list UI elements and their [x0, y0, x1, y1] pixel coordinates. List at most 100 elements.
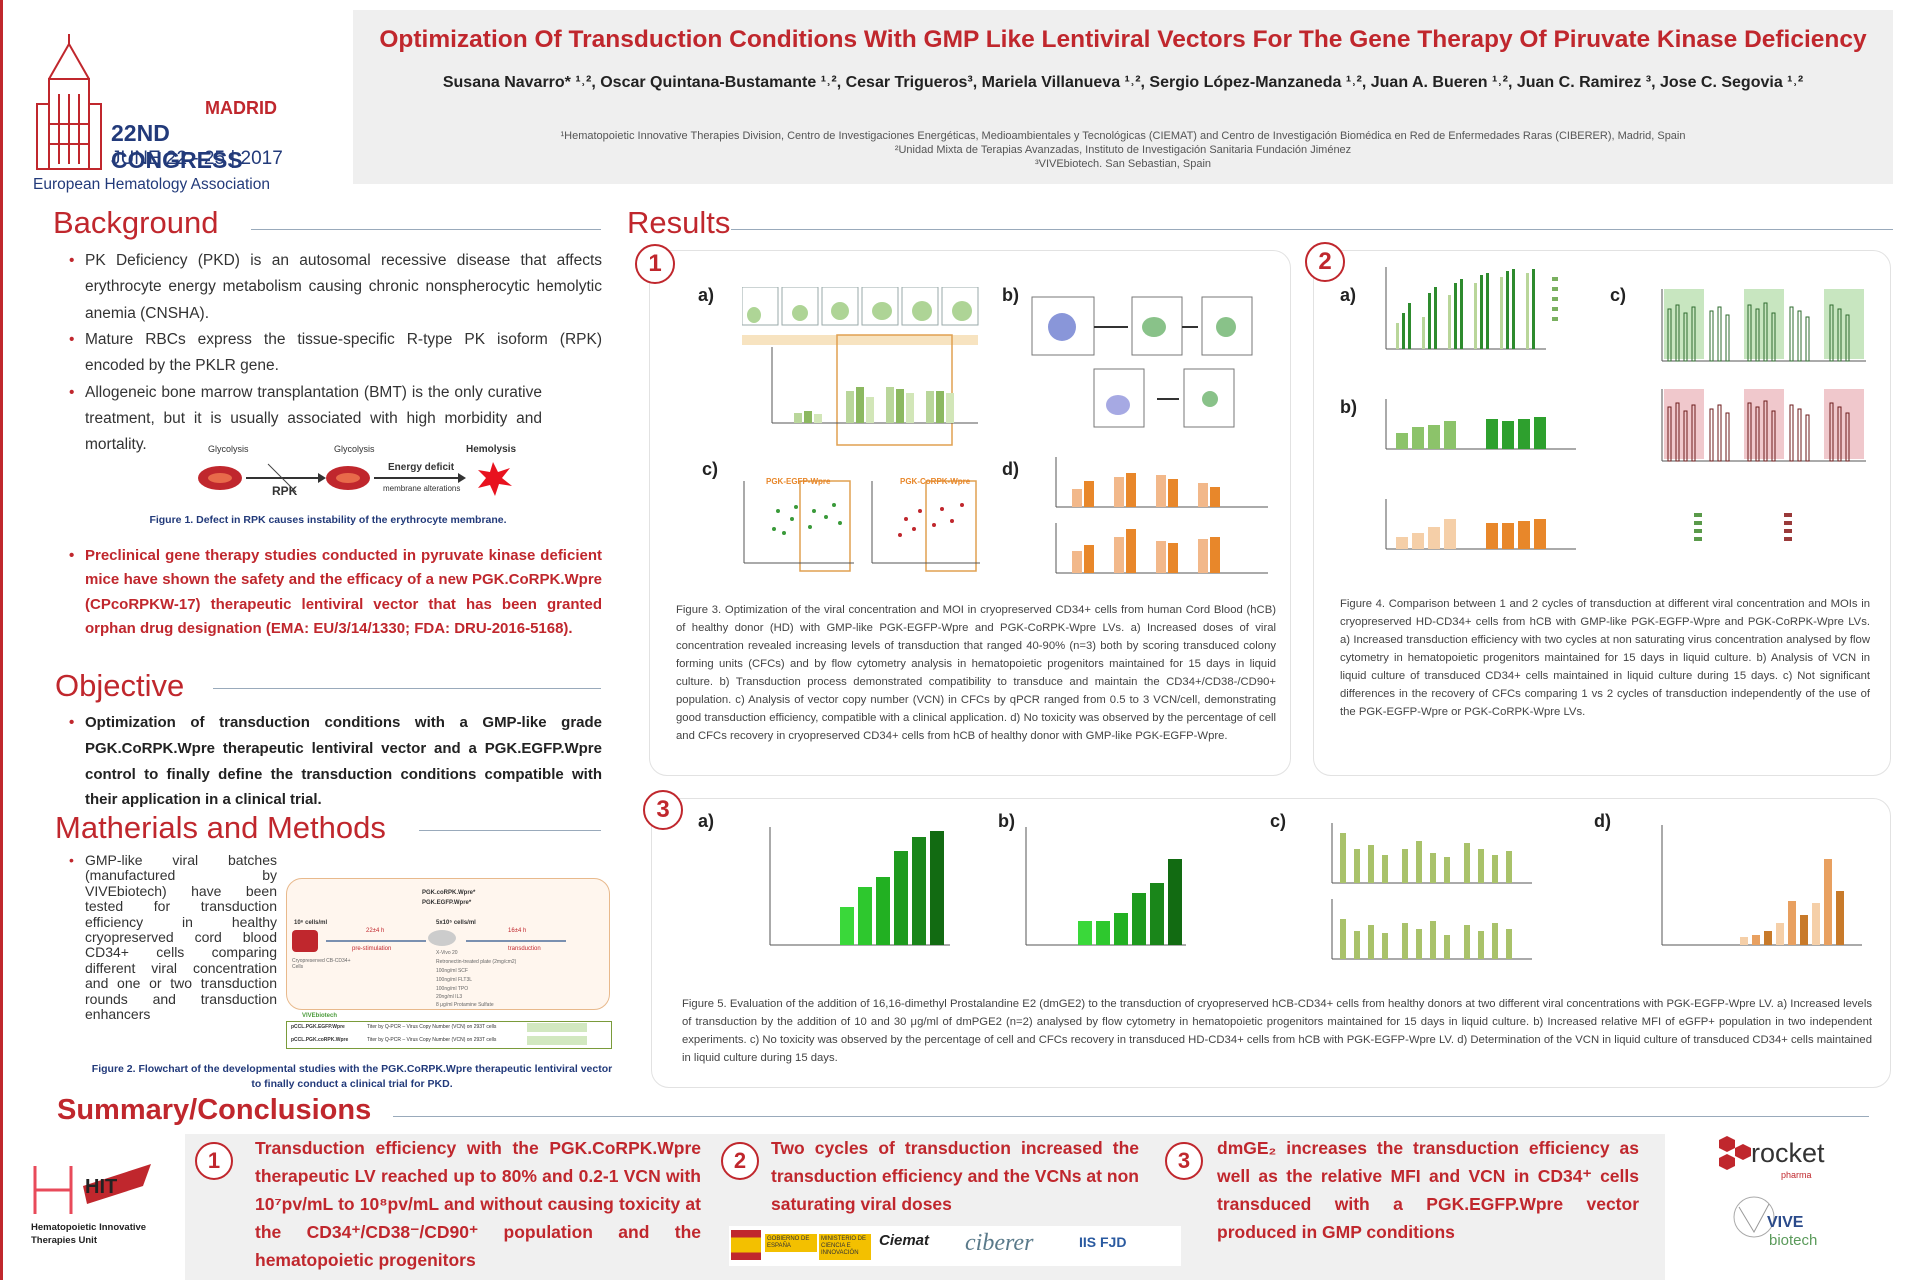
background-bullet-4: Preclinical gene therapy studies conduct… [67, 544, 602, 642]
flow-il3: 20ng/ml IL3 [436, 994, 463, 1000]
poster-title: Optimization Of Transduction Conditions … [379, 26, 1867, 53]
flow-transd: transduction [508, 946, 541, 952]
flow-prestim: pre-stimulation [352, 946, 392, 952]
authors: Susana Navarro* ¹˒², Oscar Quintana-Bust… [442, 74, 1804, 91]
p2-label-a: a) [1340, 285, 1357, 305]
background-title: Background [53, 205, 219, 240]
flow-row2-name: pCCL.PGK.coRPK.Wpre [291, 1037, 349, 1043]
fig5d-chart [1661, 825, 1862, 946]
objective-text: Optimization of transduction conditions … [67, 710, 602, 813]
figure-1: Glycolysis Glycolysis RPK Energy deficit… [188, 444, 528, 498]
objective-title: Objective [55, 668, 185, 703]
flow-t2: 16±4 h [508, 928, 527, 934]
figure-2: PGK.coRPK.Wpre* PGK.EGFP.Wpre* 10⁶ cells… [286, 878, 612, 1050]
summary-1-text: Transduction efficiency with the PGK.CoR… [255, 1138, 701, 1270]
results-title: Results [627, 205, 731, 240]
flow-tpo: 100ng/ml TPO [436, 986, 469, 992]
methods-title: Matherials and Methods [55, 810, 386, 845]
fig4c-legend-green [1694, 513, 1702, 541]
flow-arrow-1 [326, 940, 426, 942]
vive-logo: VIVE biotech [1729, 1192, 1839, 1258]
congress-org: European Hematology Association [33, 176, 270, 193]
flow-scf: 100ng/ml SCF [436, 968, 468, 974]
summary-3-text: dmGE₂ increases the transduction efficie… [1217, 1138, 1639, 1242]
summary-3-number: 3 [1165, 1142, 1203, 1180]
fig5-caption: Figure 5. Evaluation of the addition of … [682, 998, 1872, 1065]
flow-vial-icon [292, 930, 318, 952]
summary-2-text: Two cycles of transduction increased the… [771, 1138, 1139, 1214]
flow-medium: X-Vivo 20 [436, 950, 458, 956]
background-bullet-2: Mature RBCs express the tissue-specific … [67, 327, 602, 380]
background-bullet-3: Allogeneic bone marrow transplantation (… [67, 380, 602, 459]
fig3b-flow-diagram [1031, 296, 1253, 428]
flow-cells2: 5x10⁵ cells/ml [436, 920, 476, 926]
fig4c-legend-red [1784, 513, 1792, 541]
iis-logo: IIS FJD [1079, 1234, 1127, 1250]
sponsor-logos: GOBIERNO DE ESPAÑA MINISTERIO DE CIENCIA… [729, 1226, 1181, 1266]
fig3-caption: Figure 3. Optimization of the viral conc… [676, 604, 1276, 743]
hit-logo-mark [33, 1164, 151, 1214]
flow-vec2: PGK.EGFP.Wpre* [422, 900, 472, 906]
summary-rule [393, 1116, 1869, 1117]
flow-vive: VIVEbiotech [302, 1013, 338, 1019]
rocket-logo: rocket pharma [1717, 1134, 1847, 1184]
congress-title: 22ND CONGRESS [111, 120, 243, 173]
ciberer-logo: ciberer [965, 1230, 1034, 1256]
p2-label-c: c) [1610, 285, 1627, 305]
p3-label-a: a) [698, 811, 715, 831]
flow-row1-value [527, 1023, 587, 1032]
fig3c-series-2: PGK-CoRPK-Wpre [900, 477, 971, 486]
flow-flt3: 100ng/ml FLT3L [436, 977, 473, 983]
fig5a-chart [769, 827, 950, 946]
vive-sub: biotech [1769, 1232, 1818, 1249]
flow-cryo: Cryopreserved CB-CD34+ Cells [292, 958, 351, 970]
fig3c-series-1: PGK-EGFP-Wpre [766, 477, 831, 486]
methods-rule [419, 830, 601, 831]
affiliation-2: ²Unidad Mixta de Terapias Avanzadas, Ins… [894, 144, 1352, 156]
fig4b-chart [1385, 399, 1576, 550]
fig1-glycolysis-2: Glycolysis [334, 444, 375, 454]
p1-label-c: c) [702, 459, 719, 479]
results-rule [731, 229, 1893, 230]
p1-label-b: b) [1002, 285, 1019, 305]
summary-title: Summary/Conclusions [57, 1094, 372, 1126]
fig1-hemolysis: Hemolysis [466, 444, 517, 455]
congress-dates: JUNE 22 - 25 | 2017 [111, 148, 283, 169]
congress-city: MADRID [205, 98, 277, 118]
fig1-rpk: RPK [272, 484, 298, 498]
fig4a-chart [1385, 267, 1558, 350]
hit-logo: HIT Hematopoietic Innovative Therapies U… [31, 1156, 171, 1256]
p1-label-a: a) [698, 285, 715, 305]
fig1-glycolysis-1: Glycolysis [208, 444, 249, 454]
cathedral-icon [36, 34, 102, 170]
hit-name: Hematopoietic Innovative Therapies Unit [31, 1222, 147, 1246]
fig1-energy: Energy deficit [388, 462, 455, 473]
fig3a-flow-plots [742, 287, 979, 326]
methods-text: GMP-like viral batches (manufactured by … [67, 852, 277, 1022]
results-panel-3: a) b) c) d) [651, 798, 1891, 1088]
flow-t1: 22±4 h [366, 928, 385, 934]
hit-logo-text: HIT [85, 1176, 118, 1198]
rbc-pathway-diagram [198, 462, 512, 496]
fig2-caption: Figure 2. Flowchart of the developmental… [91, 1063, 613, 1091]
fig3a-chart [742, 287, 979, 446]
rocket-hex-icon [1719, 1136, 1751, 1170]
summary-1-number: 1 [195, 1142, 233, 1180]
congress-logo: MADRID 22ND CONGRESS JUNE 22 - 25 | 2017… [25, 30, 295, 200]
results-panel-1: a) b) c) d) [649, 250, 1291, 776]
fig5b-chart [1025, 827, 1186, 946]
background-list: PK Deficiency (PKD) is an autosomal rece… [67, 248, 602, 459]
objective-rule [213, 688, 601, 689]
flow-vec1: PGK.coRPK.Wpre* [422, 890, 476, 896]
fig3d-recovery-bars [1055, 457, 1268, 574]
fig1-caption: Figure 1. Defect in RPK causes instabili… [149, 514, 507, 526]
summary-2-number: 2 [721, 1142, 759, 1180]
flow-prot: 8 μg/ml Protamine Sulfate [436, 1002, 494, 1008]
rocket-name: rocket [1751, 1138, 1825, 1168]
ciemat-logo: Ciemat [879, 1232, 930, 1249]
ministerio-logo: MINISTERIO DE CIENCIA E INNOVACIÓN [819, 1234, 871, 1260]
flow-row1-name: pCCL.PGK.EGFP.Wpre [291, 1024, 345, 1030]
fig5c-chart [1331, 823, 1532, 960]
panel-1-number: 1 [635, 244, 675, 284]
